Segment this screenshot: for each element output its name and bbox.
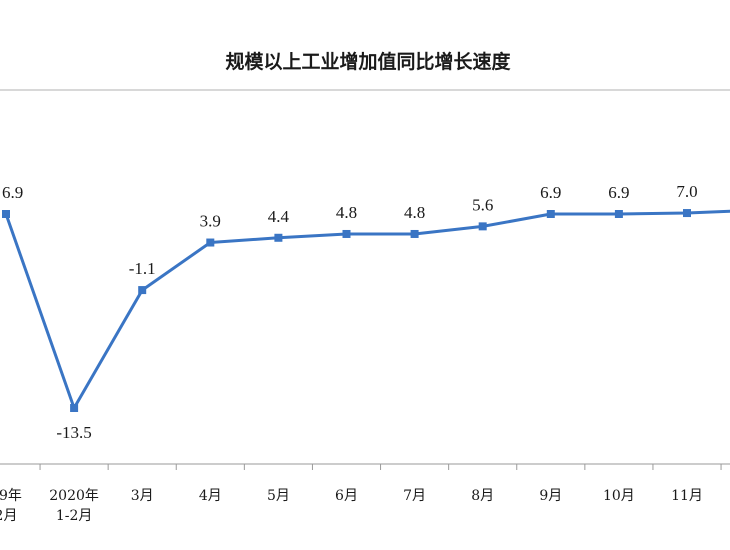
x-tick-label: 6月 <box>335 488 358 504</box>
x-tick-label: 19年 <box>0 488 22 504</box>
data-point <box>478 222 487 231</box>
data-label: 4.8 <box>336 203 357 222</box>
x-tick-label: 5月 <box>267 488 290 504</box>
data-label: 6.9 <box>540 183 561 202</box>
data-label: 6.9 <box>608 183 629 202</box>
x-axis-labels: 19年 2月 2020年 1-2月 3月 4月 5月 6月 7月 8月 9月 10月 11月 <box>0 488 703 524</box>
x-tick-label: 3月 <box>131 488 154 504</box>
x-tick-label: 7月 <box>403 488 426 504</box>
data-label: -13.5 <box>56 423 91 442</box>
data-label: 3.9 <box>200 212 221 231</box>
data-label: 6.9 <box>2 183 23 202</box>
data-point <box>614 210 623 218</box>
x-tick-label: 2月 <box>0 508 17 524</box>
data-point <box>206 238 215 247</box>
data-labels: 6.9 -13.5 -1.1 3.9 4.4 4.8 4.8 5.6 6.9 6.9 7.0 <box>2 182 698 442</box>
x-tick-label: 10月 <box>603 488 635 504</box>
x-tick-label: 11月 <box>671 488 703 504</box>
data-point <box>683 209 691 218</box>
x-tick-label: 8月 <box>471 488 494 504</box>
data-point <box>2 210 10 218</box>
data-point <box>70 404 79 412</box>
x-axis-ticks <box>39 464 722 470</box>
data-point <box>410 229 419 238</box>
series-markers <box>2 209 691 412</box>
data-point <box>342 229 351 238</box>
series-line <box>4 209 730 410</box>
x-tick-label: 9月 <box>539 488 562 504</box>
x-tick-label: 4月 <box>199 488 222 504</box>
data-label: 4.4 <box>268 207 290 226</box>
data-label: -1.1 <box>129 259 156 278</box>
data-point <box>138 286 147 295</box>
data-label: 5.6 <box>472 195 493 214</box>
chart-title: 规模以上工业增加值同比增长速度 <box>225 50 511 73</box>
x-tick-label: 1-2月 <box>56 508 93 524</box>
data-point <box>274 233 283 242</box>
data-label: 4.8 <box>404 203 425 222</box>
data-point <box>546 210 555 218</box>
data-label: 7.0 <box>676 182 697 201</box>
x-tick-label: 2020年 <box>49 488 99 504</box>
